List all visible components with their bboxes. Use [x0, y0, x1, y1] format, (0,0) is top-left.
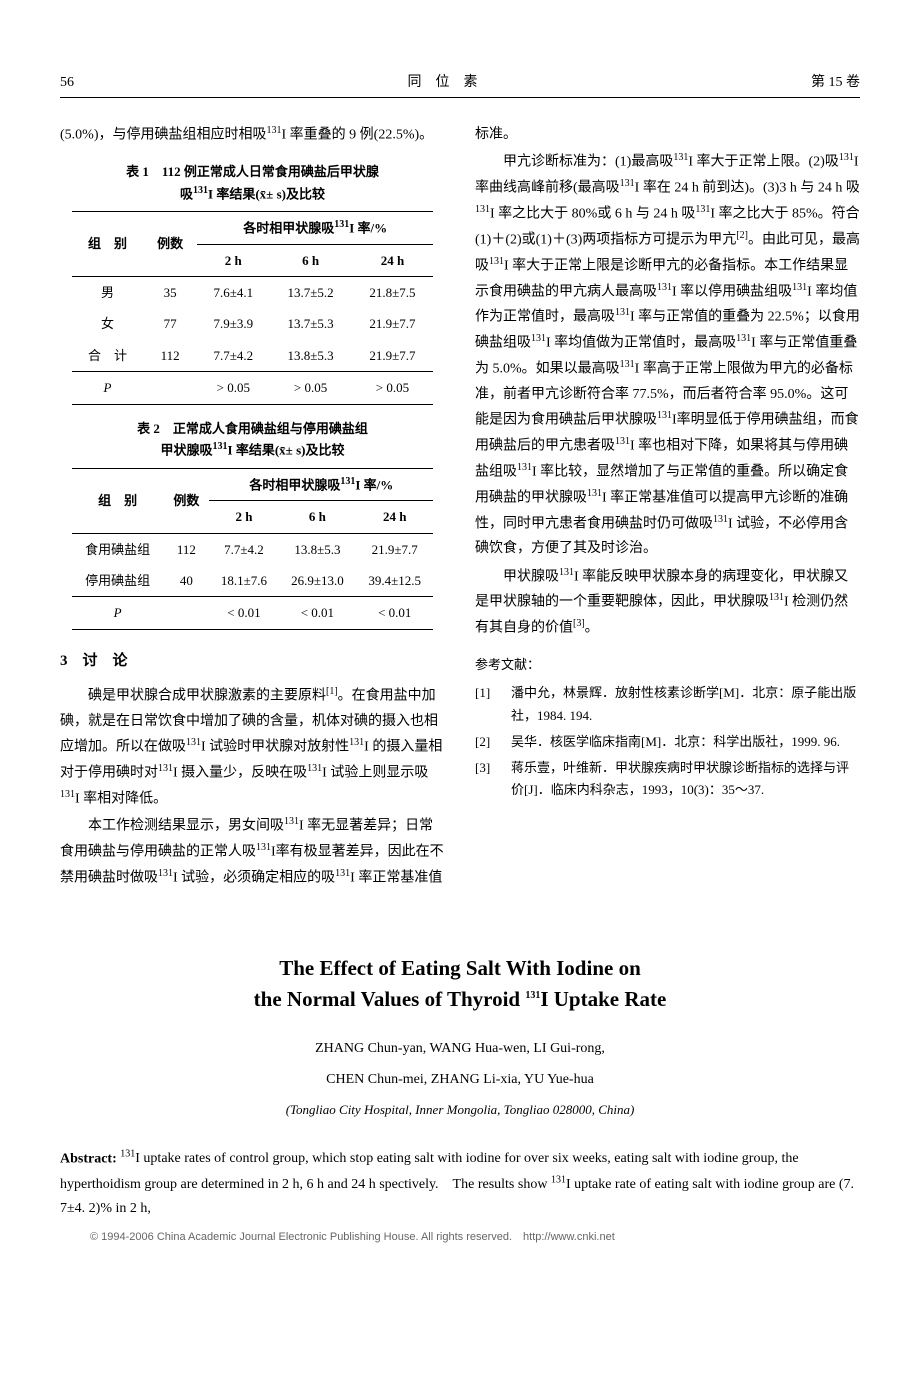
footer-copyright: © 1994-2006 China Academic Journal Elect…	[60, 1228, 860, 1248]
english-abstract: Abstract: 131I uptake rates of control g…	[60, 1146, 860, 1221]
references-list: [1] 潘中允，林景辉．放射性核素诊断学[M]．北京：原子能出版社，1984. …	[475, 682, 860, 800]
right-para2: 甲状腺吸131I 率能反映甲状腺本身的病理变化，甲状腺又是甲状腺轴的一个重要靶腺…	[475, 564, 860, 642]
references-title: 参考文献：	[475, 653, 860, 676]
english-affiliation: (Tongliao City Hospital, Inner Mongolia,…	[60, 1098, 860, 1121]
table2-caption: 表 2 正常成人食用碘盐组与停用碘盐组 甲状腺吸131I 率结果(x̄± s)及…	[60, 419, 445, 462]
right-para1: 甲亢诊断标准为：(1)最高吸131I 率大于正常上限。(2)吸131I 率曲线高…	[475, 149, 860, 561]
table1: 组 别 例数 各时相甲状腺吸131I 率/% 2 h 6 h 24 h 男 35…	[72, 211, 434, 405]
table2: 组 别 例数 各时相甲状腺吸131I 率/% 2 h 6 h 24 h 食用碘盐…	[72, 468, 434, 630]
table-row: 食用碘盐组 112 7.7±4.2 13.8±5.3 21.9±7.7	[72, 533, 434, 565]
right-column: 标准。 甲亢诊断标准为：(1)最高吸131I 率大于正常上限。(2)吸131I …	[475, 122, 860, 893]
volume: 第 15 卷	[811, 70, 860, 95]
journal-name: 同 位 素	[408, 70, 478, 95]
english-authors: CHEN Chun-mei, ZHANG Li-xia, YU Yue-hua	[60, 1067, 860, 1092]
table-row: 合 计 112 7.7±4.2 13.8±5.3 21.9±7.7	[72, 340, 434, 372]
discussion-para2: 本工作检测结果显示，男女间吸131I 率无显著差异；日常食用碘盐与停用碘盐的正常…	[60, 813, 445, 891]
table-row: 男 35 7.6±4.1 13.7±5.2 21.8±7.5	[72, 277, 434, 309]
reference-item: [1] 潘中允，林景辉．放射性核素诊断学[M]．北京：原子能出版社，1984. …	[475, 682, 860, 726]
two-column-layout: (5.0%)，与停用碘盐组相应时相吸131I 率重叠的 9 例(22.5%)。 …	[60, 122, 860, 893]
abstract-label: Abstract:	[60, 1151, 117, 1166]
table-row: P > 0.05 > 0.05 > 0.05	[72, 372, 434, 404]
continuation-text: 标准。	[475, 122, 860, 147]
english-authors: ZHANG Chun-yan, WANG Hua-wen, LI Gui-ron…	[60, 1036, 860, 1061]
table-row: 女 77 7.9±3.9 13.7±5.3 21.9±7.7	[72, 308, 434, 339]
left-column: (5.0%)，与停用碘盐组相应时相吸131I 率重叠的 9 例(22.5%)。 …	[60, 122, 445, 893]
table-row: 停用碘盐组 40 18.1±7.6 26.9±13.0 39.4±12.5	[72, 565, 434, 597]
page-number: 56	[60, 70, 74, 95]
intro-paragraph: (5.0%)，与停用碘盐组相应时相吸131I 率重叠的 9 例(22.5%)。	[60, 122, 445, 148]
table1-caption: 表 1 112 例正常成人日常食用碘盐后甲状腺 吸131I 率结果(x̄± s)…	[60, 162, 445, 205]
page-header: 56 同 位 素 第 15 卷	[60, 70, 860, 98]
english-abstract-block: The Effect of Eating Salt With Iodine on…	[60, 953, 860, 1220]
reference-item: [2] 吴华．核医学临床指南[M]．北京：科学出版社，1999. 96.	[475, 731, 860, 753]
reference-item: [3] 蒋乐壹，叶维新．甲状腺疾病时甲状腺诊断指标的选择与评价[J]．临床内科杂…	[475, 757, 860, 801]
section-3-title: 3 讨 论	[60, 648, 445, 675]
discussion-para1: 碘是甲状腺合成甲状腺激素的主要原料[1]。在食用盐中加碘，就是在日常饮食中增加了…	[60, 683, 445, 812]
table-row: P < 0.01 < 0.01 < 0.01	[72, 597, 434, 629]
english-title: The Effect of Eating Salt With Iodine on…	[60, 953, 860, 1016]
